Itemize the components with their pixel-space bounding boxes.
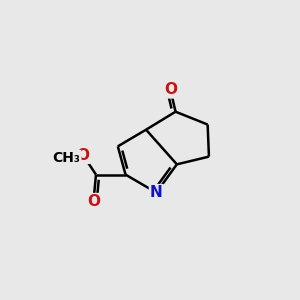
- Text: N: N: [150, 185, 163, 200]
- Text: O: O: [87, 194, 100, 209]
- Text: O: O: [77, 148, 90, 163]
- Text: CH₃: CH₃: [52, 151, 80, 165]
- Text: O: O: [164, 82, 177, 98]
